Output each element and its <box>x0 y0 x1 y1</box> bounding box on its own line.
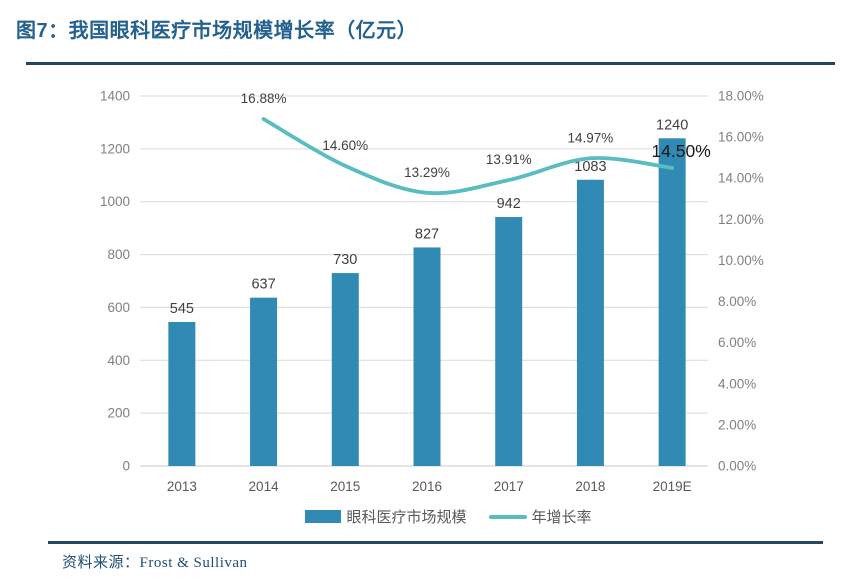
bar-value-label: 637 <box>251 277 275 293</box>
growth-point-label: 14.60% <box>322 138 368 153</box>
growth-point-label: 13.29% <box>404 165 450 180</box>
y2-axis-tick-label: 6.00% <box>718 335 756 350</box>
x-axis-tick-label: 2018 <box>575 479 605 494</box>
y2-axis-tick-label: 18.00% <box>718 89 764 104</box>
bar <box>331 273 359 466</box>
bar <box>495 217 523 466</box>
bar-value-label: 545 <box>170 301 194 317</box>
growth-point-label: 16.88% <box>241 91 287 106</box>
y2-axis-tick-label: 0.00% <box>718 459 756 474</box>
y2-axis-tick-label: 16.00% <box>718 130 764 145</box>
growth-point-label-emphasized: 14.50% <box>651 141 710 161</box>
y-axis-tick-label: 600 <box>107 300 130 315</box>
source-attribution: 资料来源：Frost & Sullivan <box>62 551 248 572</box>
growth-line <box>261 117 675 196</box>
x-axis-tick-label: 2014 <box>249 479 280 494</box>
y2-axis-tick-label: 10.00% <box>718 253 764 268</box>
x-axis-tick-label: 2015 <box>330 479 360 494</box>
bar <box>168 321 196 466</box>
x-axis-tick-label: 2013 <box>167 479 197 494</box>
title-divider <box>26 62 835 65</box>
footer-divider <box>48 541 823 544</box>
legend-label: 年增长率 <box>531 509 592 526</box>
growth-point-label: 13.91% <box>486 152 532 167</box>
y-axis-tick-label: 400 <box>107 353 130 368</box>
y2-axis-tick-label: 4.00% <box>718 376 756 391</box>
bar <box>658 138 686 467</box>
legend-item-growth-rate: 年增长率 <box>488 506 592 527</box>
line-series-swatch <box>488 514 527 519</box>
y-axis-tick-label: 0 <box>122 459 130 474</box>
y2-axis-tick-label: 14.00% <box>718 171 764 186</box>
bar-series-swatch <box>305 510 342 523</box>
legend-item-market-size: 眼科医疗市场规模 <box>305 506 467 527</box>
x-axis-tick-label: 2017 <box>494 479 524 494</box>
x-axis-tick-label: 2019E <box>653 479 692 494</box>
legend-label: 眼科医疗市场规模 <box>346 509 467 526</box>
y-axis-tick-label: 200 <box>107 406 130 421</box>
source-value: Frost & Sullivan <box>139 555 248 571</box>
page-title: 图7：我国眼科医疗市场规模增长率（亿元） <box>16 20 418 42</box>
bar-value-label: 942 <box>497 196 521 212</box>
y-axis-tick-label: 800 <box>107 247 130 262</box>
bar-value-label: 1240 <box>656 117 688 133</box>
bar <box>250 297 278 466</box>
growth-point-label: 14.97% <box>568 130 614 145</box>
y-axis-tick-label: 1400 <box>100 89 130 104</box>
bar-value-label: 827 <box>415 226 439 242</box>
x-axis-tick-label: 2016 <box>412 479 442 494</box>
y2-axis-tick-label: 12.00% <box>718 212 764 227</box>
bar-value-label: 730 <box>333 252 357 268</box>
y2-axis-tick-label: 2.00% <box>718 417 756 432</box>
bar <box>576 179 604 466</box>
chart-legend: 眼科医疗市场规模 年增长率 <box>0 506 865 527</box>
source-label: 资料来源： <box>62 555 140 571</box>
bar-value-label: 1083 <box>574 159 606 175</box>
y2-axis-tick-label: 8.00% <box>718 294 756 309</box>
y-axis-tick-label: 1000 <box>100 194 130 209</box>
y-axis-tick-label: 1200 <box>100 141 130 156</box>
bar <box>413 247 441 466</box>
